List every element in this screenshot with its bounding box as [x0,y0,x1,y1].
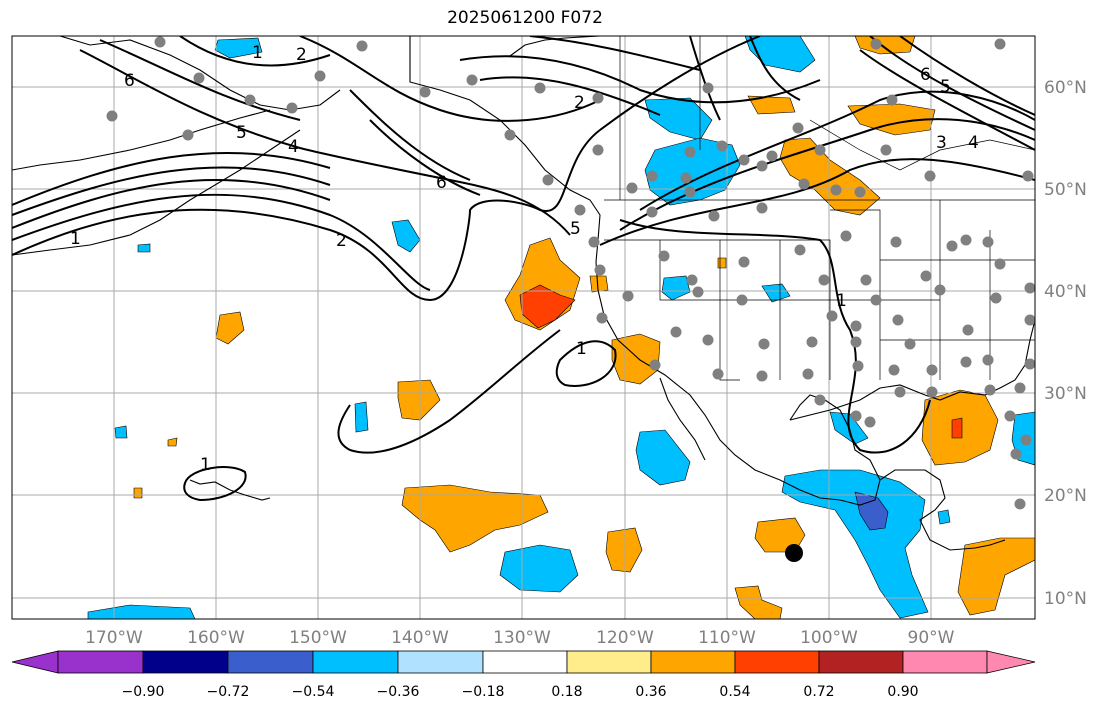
cool-field [137,243,151,253]
svg-text:4: 4 [968,133,979,153]
svg-text:−0.54: −0.54 [292,684,335,700]
colorbar [11,650,1036,674]
cool-field [354,401,369,433]
svg-text:20°N: 20°N [1044,486,1087,506]
svg-text:90°W: 90°W [908,628,955,648]
warm-field [611,333,661,385]
svg-text:1: 1 [576,339,587,359]
cool-field [635,429,691,486]
warm-field [717,257,727,269]
warm-field [747,95,796,115]
warm-field [734,585,783,619]
svg-text:10°N: 10°N [1044,589,1087,609]
svg-text:1: 1 [252,43,263,63]
warm-strong-field [951,417,963,439]
cool-field [644,137,741,206]
svg-text:170°W: 170°W [85,628,143,648]
svg-text:0.72: 0.72 [803,684,834,700]
colorbar-extend-high [986,650,1036,674]
svg-text:30°N: 30°N [1044,384,1087,404]
contour-labels: 2 1 6 5 4 6 5 2 1 2 6 4 3 5 1 1 1 [70,43,979,475]
contour-lines [12,36,1035,502]
highlight-marker [785,544,803,562]
cool-field [937,509,951,525]
warm-strong-field [519,284,576,329]
svg-text:0.90: 0.90 [887,684,918,700]
svg-text:1: 1 [70,229,81,249]
map-title: 2025061200 F072 [447,8,603,28]
svg-text:6: 6 [124,71,135,91]
svg-text:120°W: 120°W [596,628,654,648]
cool-strong-field [854,491,889,531]
warm-field [957,537,1035,616]
svg-text:5: 5 [236,123,247,143]
svg-text:5: 5 [570,219,581,239]
svg-text:0.54: 0.54 [719,684,750,700]
svg-text:5: 5 [940,77,951,97]
svg-text:−0.36: −0.36 [377,684,420,700]
map-frame [11,35,1036,620]
svg-text:6: 6 [920,65,931,85]
warm-field [589,275,609,293]
svg-text:110°W: 110°W [698,628,756,648]
cool-field [781,469,929,619]
coastlines [12,36,1035,551]
warm-field [605,527,643,573]
cool-field [87,604,196,619]
svg-text:150°W: 150°W [289,628,347,648]
cool-field [499,544,579,593]
colorbar-ticks: −0.90 −0.72 −0.54 −0.36 −0.18 0.18 0.36 … [122,684,919,700]
svg-text:100°W: 100°W [800,628,858,648]
svg-text:−0.72: −0.72 [207,684,250,700]
cool-field [744,36,816,73]
svg-text:3: 3 [936,133,947,153]
svg-text:4: 4 [288,137,299,157]
warm-field [397,379,441,421]
svg-text:0.18: 0.18 [551,684,582,700]
svg-text:−0.18: −0.18 [462,684,505,700]
svg-text:2: 2 [296,45,307,65]
svg-text:−0.90: −0.90 [122,684,165,700]
cool-field [391,219,421,253]
svg-text:130°W: 130°W [493,628,551,648]
lat-lon-grid [12,36,1035,619]
warm-field [854,36,916,55]
cool-field [114,425,128,439]
warm-field [215,311,245,345]
warm-field [779,137,881,216]
svg-text:60°N: 60°N [1044,78,1087,98]
cool-field [661,275,691,301]
svg-text:2: 2 [574,93,585,113]
svg-text:2: 2 [336,231,347,251]
longitude-labels: 170°W 160°W 150°W 140°W 130°W 120°W 110°… [85,628,955,648]
warm-field [847,103,936,136]
cool-field [644,97,713,141]
svg-text:50°N: 50°N [1044,180,1087,200]
svg-text:1: 1 [200,455,211,475]
svg-text:0.36: 0.36 [635,684,666,700]
station-markers [106,36,1035,510]
shaded-fields [87,36,1035,619]
svg-text:160°W: 160°W [187,628,245,648]
svg-text:40°N: 40°N [1044,282,1087,302]
svg-text:140°W: 140°W [391,628,449,648]
cool-field [761,283,791,303]
svg-text:1: 1 [836,291,847,311]
svg-text:6: 6 [436,173,447,193]
warm-field [167,437,178,447]
warm-field [133,487,143,499]
colorbar-extend-low [11,650,59,674]
latitude-labels: 60°N 50°N 40°N 30°N 20°N 10°N [1044,78,1087,609]
